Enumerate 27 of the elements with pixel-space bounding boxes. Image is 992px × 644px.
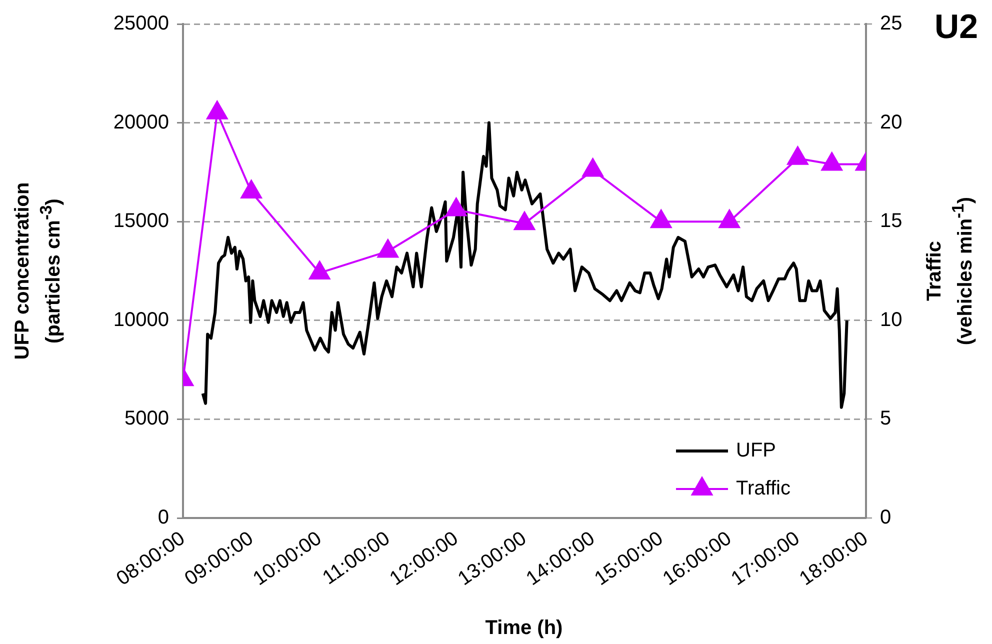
point (206, 100, 228, 120)
legend-label: Traffic (736, 478, 790, 500)
y2-tick-label: 25 (880, 12, 902, 35)
point (821, 152, 842, 171)
y-tick-label: 25000 (113, 12, 169, 35)
legend-label: UFP (736, 440, 776, 462)
y2-tick-label: 0 (880, 506, 892, 529)
x-axis-title: Time (h) (485, 616, 563, 640)
y-tick-label: 15000 (113, 210, 169, 232)
y2-tick-label: 10 (880, 308, 902, 331)
point (718, 210, 740, 228)
y-tick-label: 10000 (113, 308, 169, 331)
point (650, 210, 672, 228)
point (514, 212, 536, 230)
y2-tick-label: 5 (880, 408, 892, 430)
text: U2 (934, 8, 978, 47)
y-tick-label: 20000 (113, 111, 169, 134)
y2-tick-label: 20 (880, 111, 902, 134)
point (582, 158, 604, 177)
point (240, 180, 262, 198)
point (377, 239, 398, 258)
y2-tick-label: 15 (880, 210, 902, 232)
point (309, 260, 330, 280)
point (446, 198, 467, 216)
point (787, 146, 808, 165)
y-tick-label: 5000 (124, 408, 169, 430)
y-tick-label: 0 (158, 506, 169, 529)
